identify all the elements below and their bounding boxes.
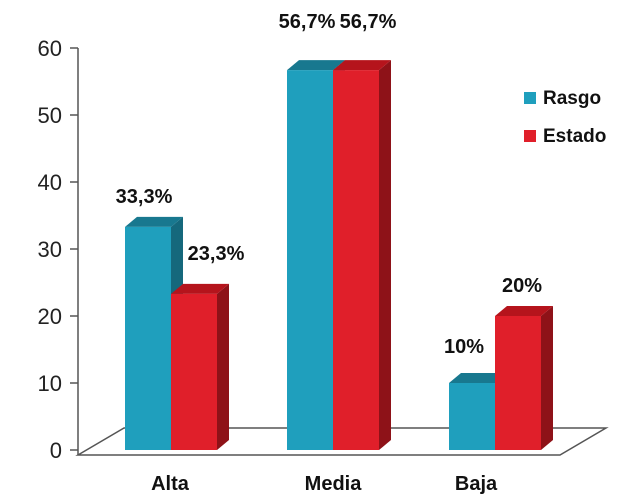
legend: Rasgo Estado xyxy=(524,88,606,147)
bar-front xyxy=(333,70,379,451)
bar-estado-media xyxy=(333,60,391,451)
category-label-alta: Alta xyxy=(151,473,190,495)
bars: 33,3% 23,3% 56,7% 56,7% 10% 20% xyxy=(116,11,553,451)
category-label-baja: Baja xyxy=(455,473,498,495)
data-label: 33,3% xyxy=(116,186,173,208)
bar-front xyxy=(495,316,541,450)
legend-label-rasgo: Rasgo xyxy=(543,88,601,109)
bar-estado-alta xyxy=(171,283,229,450)
bar-rasgo-alta xyxy=(125,216,183,450)
bar-front xyxy=(287,70,333,451)
category-label-media: Media xyxy=(305,473,363,495)
legend-label-estado: Estado xyxy=(543,126,606,147)
bar-side xyxy=(217,283,229,450)
data-label: 56,7% xyxy=(340,11,397,33)
bar-front xyxy=(125,226,171,450)
bar-top xyxy=(495,306,553,316)
bar-side xyxy=(541,306,553,450)
y-tick-label: 60 xyxy=(38,36,62,61)
category-labels: Alta Media Baja xyxy=(151,473,498,495)
bar-top xyxy=(449,373,507,383)
bar-top xyxy=(333,60,391,71)
data-label: 20% xyxy=(502,275,542,297)
y-tick-label: 40 xyxy=(38,170,62,195)
bar-top xyxy=(287,60,345,71)
y-tick-label: 0 xyxy=(50,438,62,463)
legend-swatch-rasgo xyxy=(524,92,536,104)
y-tick-label: 30 xyxy=(38,237,62,262)
bar-front xyxy=(449,383,495,450)
data-label: 10% xyxy=(444,336,484,358)
data-label: 56,7% xyxy=(279,11,336,33)
y-tick-label: 50 xyxy=(38,103,62,128)
y-tick-label: 20 xyxy=(38,304,62,329)
bar-top xyxy=(125,216,183,227)
y-axis-ticks: 0 10 20 30 40 50 60 xyxy=(38,36,78,463)
data-label: 23,3% xyxy=(188,243,245,265)
bar-estado-baja xyxy=(495,306,553,450)
legend-swatch-estado xyxy=(524,130,536,142)
bar-top xyxy=(171,283,229,294)
bar-front xyxy=(171,293,217,450)
y-tick-label: 10 xyxy=(38,371,62,396)
bar-side xyxy=(379,60,391,451)
